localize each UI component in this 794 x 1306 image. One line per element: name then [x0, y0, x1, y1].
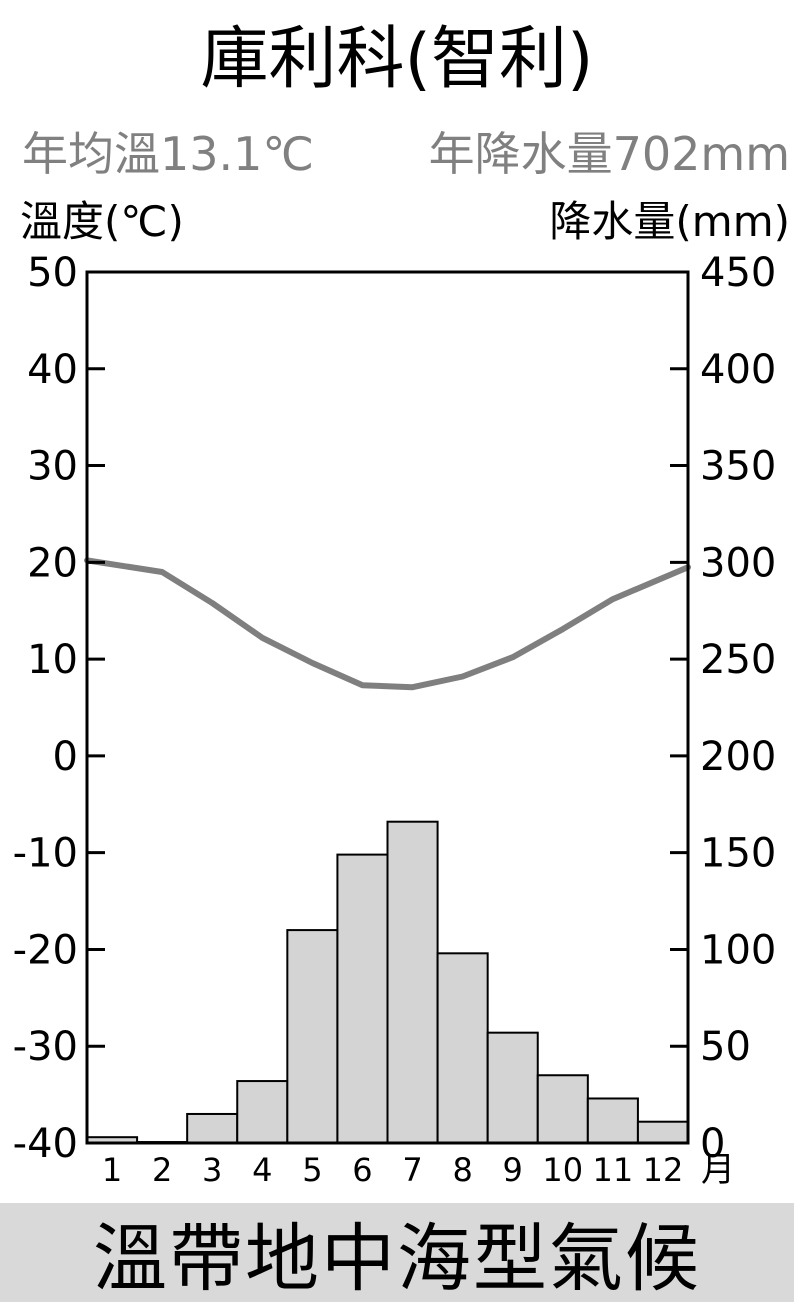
precip-bar-8: [436, 952, 489, 1144]
left-tick-label: -20: [13, 927, 78, 973]
chart-title: 庫利科(智利): [200, 20, 593, 99]
right-tick-label: 0: [700, 1121, 725, 1167]
left-tick-label: -10: [13, 831, 78, 877]
month-label-11: 11: [593, 1151, 634, 1189]
right-tick-label: 350: [700, 444, 776, 490]
left-tick-label: 10: [27, 637, 78, 683]
climate-type-band: [0, 1203, 794, 1302]
month-label-9: 9: [503, 1151, 523, 1189]
month-label-3: 3: [202, 1151, 222, 1189]
month-labels: 1 2 3 4 5 6 7 8 9 10 11 12: [102, 1151, 683, 1189]
climate-type-label: 溫帶地中海型氣候: [93, 1216, 701, 1302]
left-tick-label: -30: [13, 1024, 78, 1070]
precip-bar-5: [286, 929, 339, 1144]
month-label-1: 1: [102, 1151, 122, 1189]
left-tick-label: 20: [27, 540, 78, 586]
climate-chart: 庫利科(智利) 年均溫13.1℃ 年降水量702mm 溫度(℃) 降水量(mm)…: [13, 20, 790, 1190]
precip-bar-11: [586, 1097, 639, 1144]
month-label-5: 5: [302, 1151, 322, 1189]
right-tick-label: 450: [700, 250, 776, 296]
left-axis-ticks: 50 40 30 20 10 0 -10 -20 -30 -40: [13, 250, 105, 1167]
precip-bar-9: [486, 1031, 539, 1145]
month-label-6: 6: [352, 1151, 372, 1189]
right-axis-label: 降水量(mm): [549, 197, 790, 246]
precip-bar-12: [636, 1120, 690, 1144]
right-tick-label: 400: [700, 347, 776, 393]
right-tick-label: 200: [700, 734, 776, 780]
month-label-2: 2: [152, 1151, 172, 1189]
temperature-line-group: [84, 557, 691, 691]
left-tick-label: -40: [13, 1121, 78, 1167]
left-tick-label: 50: [27, 250, 78, 296]
precip-bar-3: [186, 1112, 239, 1145]
precip-bar-10: [536, 1074, 589, 1145]
precipitation-bars: [86, 820, 690, 1145]
right-tick-label: 300: [700, 540, 776, 586]
month-label-10: 10: [542, 1151, 583, 1189]
right-tick-label: 50: [700, 1024, 751, 1070]
temperature-line: [84, 557, 691, 691]
month-label-12: 12: [643, 1151, 684, 1189]
left-tick-label: 0: [53, 734, 78, 780]
left-axis-label: 溫度(℃): [20, 197, 184, 246]
precip-bar-4: [236, 1080, 289, 1145]
right-axis-ticks: 450 400 350 300 250 200 150 100 50 0: [670, 250, 776, 1167]
right-tick-label: 100: [700, 927, 776, 973]
month-label-7: 7: [402, 1151, 422, 1189]
annual-precipitation: 年降水量702mm: [429, 127, 790, 181]
annual-avg-temp: 年均溫13.1℃: [22, 127, 314, 181]
left-tick-label: 30: [27, 444, 78, 490]
month-unit-label: 月: [701, 1150, 735, 1190]
month-label-8: 8: [452, 1151, 472, 1189]
right-tick-label: 150: [700, 831, 776, 877]
left-tick-label: 40: [27, 347, 78, 393]
precip-bar-6: [336, 853, 389, 1144]
month-label-4: 4: [252, 1151, 272, 1189]
right-tick-label: 250: [700, 637, 776, 683]
precip-bar-7: [386, 820, 439, 1144]
plot-frame: [85, 270, 690, 1145]
